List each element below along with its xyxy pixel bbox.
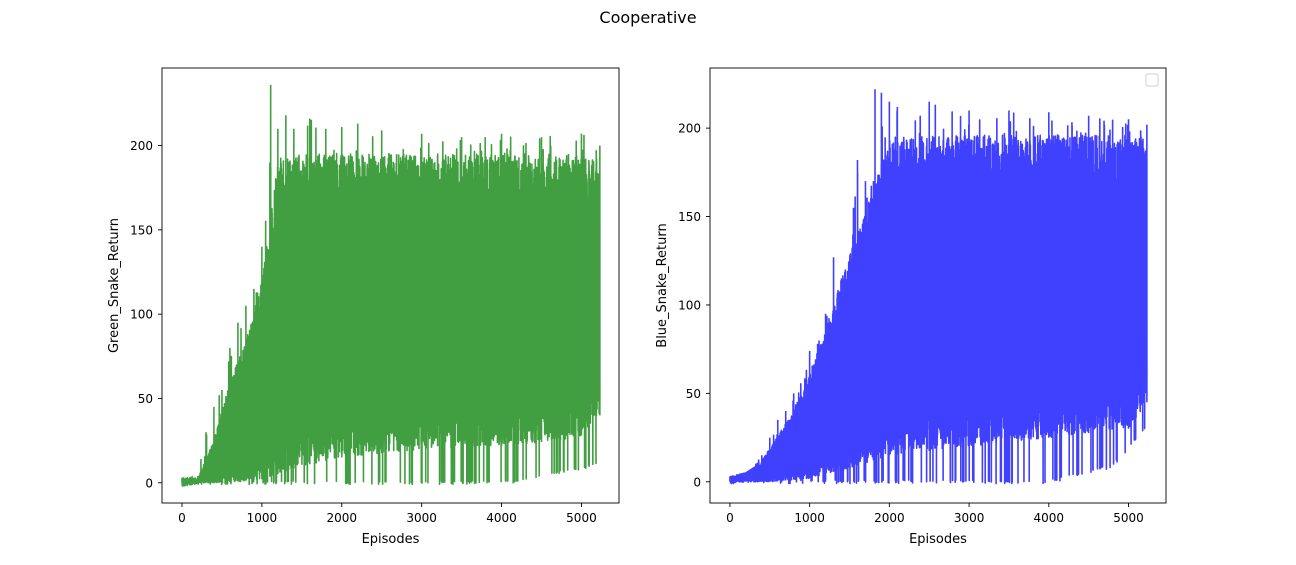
- y-tick-label: 200: [678, 122, 701, 136]
- x-tick-label: 0: [726, 511, 734, 525]
- axes-frame: [709, 67, 1167, 504]
- y-tick-label: 100: [678, 298, 701, 312]
- x-tick-label: 4000: [486, 511, 517, 525]
- series-green-line: [181, 84, 601, 487]
- y-tick-label: 150: [130, 223, 153, 237]
- y-tick-label: 0: [693, 475, 701, 489]
- x-axis-label: Episodes: [362, 532, 420, 547]
- x-axis-label: Episodes: [909, 532, 967, 547]
- axes-frame: [161, 67, 620, 504]
- x-tick-label: 5000: [566, 511, 597, 525]
- figure-title: Cooperative: [599, 8, 697, 27]
- x-tick-label: 1000: [794, 511, 825, 525]
- blue-panel: 0 1000 2000 3000 4000 5000 0 50 100 150 200 Episode…: [655, 67, 1167, 547]
- x-tick-label: 3000: [406, 511, 437, 525]
- y-axis-label: Blue_Snake_Return: [655, 223, 670, 347]
- x-tick-label: 5000: [1113, 511, 1144, 525]
- x-tick-label: 3000: [954, 511, 985, 525]
- series-blue-line: [729, 89, 1148, 485]
- y-axis-label: Green_Snake_Return: [107, 218, 122, 353]
- y-tick-label: 50: [686, 387, 701, 401]
- y-tick-label: 0: [145, 476, 153, 490]
- y-tick-label: 150: [678, 210, 701, 224]
- green-panel: 0 1000 2000 3000 4000 5000 0 50 100 150 200 Episode…: [107, 67, 620, 547]
- x-tick-label: 2000: [874, 511, 905, 525]
- legend-box: [1145, 73, 1159, 87]
- y-tick-label: 200: [130, 139, 153, 153]
- y-tick-label: 100: [130, 308, 153, 322]
- x-tick-label: 0: [178, 511, 186, 525]
- x-tick-label: 2000: [326, 511, 357, 525]
- x-tick-label: 4000: [1034, 511, 1065, 525]
- y-tick-label: 50: [138, 392, 153, 406]
- x-tick-label: 1000: [247, 511, 278, 525]
